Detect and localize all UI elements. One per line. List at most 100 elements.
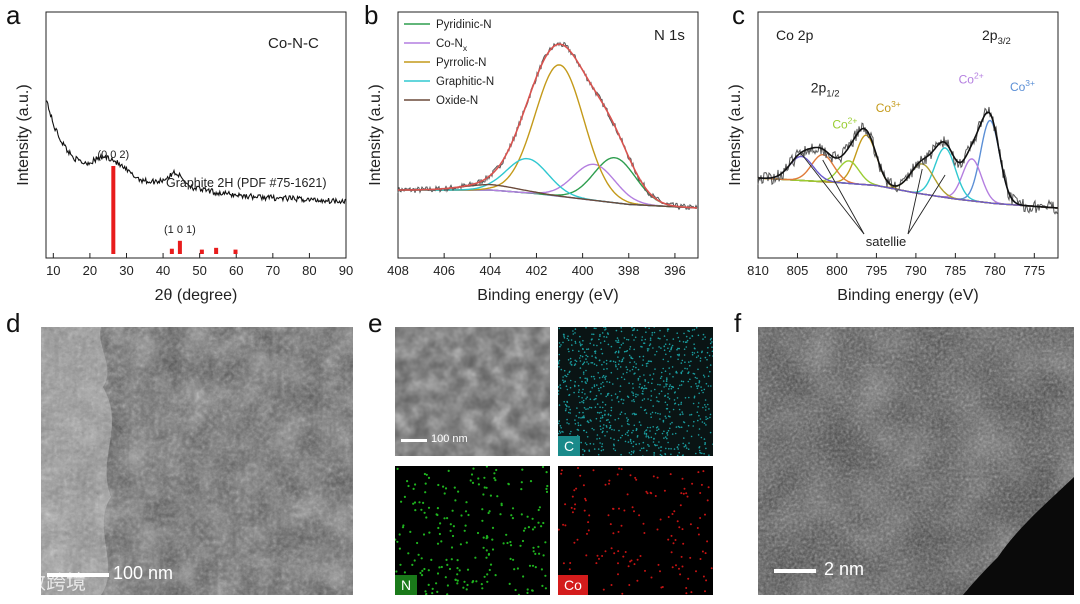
nitrogen-signal-dot [452,525,455,528]
cobalt-signal-dot [697,471,700,474]
nitrogen-signal-dot [414,509,417,512]
carbon-signal-dot [583,407,586,409]
panel-label-a: a [6,0,21,30]
nitrogen-signal-dot [420,574,424,577]
carbon-signal-dot [602,385,605,388]
nitrogen-signal-dot [414,483,417,486]
carbon-signal-dot [699,418,702,420]
nitrogen-signal-dot [520,488,523,491]
carbon-signal-dot [632,445,634,448]
carbon-signal-dot [601,445,603,448]
carbon-signal-dot [614,351,617,354]
cobalt-signal-dot [643,532,646,534]
carbon-signal-dot [564,403,567,406]
cobalt-signal-dot [607,514,610,517]
carbon-signal-dot [664,453,666,455]
carbon-signal-dot [696,377,698,380]
carbon-signal-dot [692,425,694,427]
cobalt-signal-dot [633,510,635,513]
carbon-signal-dot [670,347,673,350]
nitrogen-signal-dot [456,559,459,562]
carbon-signal-dot [682,442,684,445]
carbon-signal-dot [665,380,668,382]
carbon-signal-dot [664,394,667,397]
carbon-signal-dot [643,398,646,400]
carbon-signal-dot [628,423,630,426]
carbon-signal-dot [635,393,637,396]
tem-image: 100 nm [41,327,353,595]
nitrogen-signal-dot [482,493,485,496]
carbon-signal-dot [661,454,663,456]
carbon-signal-dot [573,391,575,394]
carbon-signal-dot [685,335,688,338]
carbon-signal-dot [620,376,623,379]
carbon-signal-dot [559,432,562,434]
carbon-signal-dot [633,400,635,403]
nitrogen-signal-dot [485,486,488,489]
carbon-signal-dot [656,400,658,402]
carbon-signal-dot [650,416,652,418]
carbon-signal-dot [583,449,586,452]
nitrogen-signal-dot [520,513,523,516]
carbon-signal-dot [688,361,690,363]
carbon-signal-dot [616,337,619,339]
carbon-signal-dot [669,373,671,375]
nitrogen-signal-dot [494,574,497,577]
carbon-signal-dot [599,335,601,337]
cobalt-signal-dot [629,474,632,477]
carbon-signal-dot [682,421,685,423]
cobalt-signal-dot [587,521,590,524]
carbon-signal-dot [564,374,566,377]
carbon-signal-dot [647,435,649,438]
carbon-signal-dot [651,331,654,334]
carbon-signal-dot [669,423,672,425]
cobalt-signal-dot [579,474,582,477]
cobalt-signal-dot [571,495,574,498]
carbon-signal-dot [705,447,707,450]
carbon-signal-dot [649,343,652,345]
nitrogen-signal-dot [419,571,422,575]
carbon-signal-dot [680,384,683,386]
carbon-signal-dot [667,429,670,432]
carbon-signal-dot [655,396,658,399]
carbon-signal-dot [567,348,569,350]
carbon-signal-dot [706,358,708,361]
carbon-signal-dot [623,350,626,353]
carbon-signal-dot [603,340,606,342]
reference-peak [214,247,219,254]
carbon-signal-dot [581,397,583,399]
carbon-signal-dot [622,373,625,375]
carbon-signal-dot [652,441,655,443]
carbon-signal-dot [558,327,561,330]
nitrogen-signal-dot [483,486,486,489]
carbon-signal-dot [651,411,654,414]
nitrogen-signal-dot [465,541,468,544]
carbon-signal-dot [626,420,629,422]
cobalt-signal-dot [573,507,576,510]
raw-data-line [757,106,1059,215]
carbon-signal-dot [659,384,661,386]
carbon-signal-dot [617,417,620,420]
cobalt-signal-dot [609,523,612,526]
carbon-signal-dot [680,362,683,364]
carbon-signal-dot [596,438,598,440]
carbon-signal-dot [577,384,580,387]
carbon-signal-dot [573,384,576,387]
carbon-signal-dot [566,418,568,421]
carbon-signal-dot [656,426,659,428]
carbon-signal-dot [639,375,641,378]
carbon-signal-dot [589,398,592,400]
carbon-signal-dot [706,366,708,369]
carbon-signal-dot [581,343,583,346]
carbon-signal-dot [626,338,628,341]
cobalt-signal-dot [592,469,595,472]
carbon-signal-dot [594,350,597,352]
cobalt-signal-dot [620,468,623,471]
nitrogen-signal-dot [422,501,425,504]
carbon-signal-dot [575,415,578,417]
carbon-signal-dot [703,422,706,424]
nitrogen-signal-dot [528,564,532,567]
nitrogen-signal-dot [526,591,529,594]
carbon-signal-dot [578,357,581,359]
nitrogen-signal-dot [462,586,465,589]
